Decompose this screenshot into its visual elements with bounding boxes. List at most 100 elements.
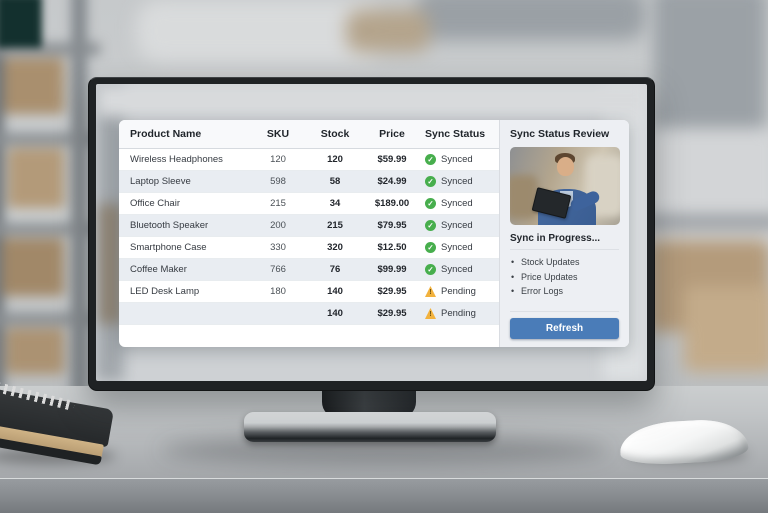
sync-status-icon: ✓ [425, 242, 436, 253]
table-row[interactable]: Smartphone Case 330 320 $12.50 ✓ Synced [119, 237, 499, 259]
shelf-beam [0, 223, 100, 235]
sync-status-icon: ✓ [425, 176, 436, 187]
monitor-screen: Product Name SKU Stock Price Sync Status… [96, 84, 647, 381]
cell-price: $189.00 [374, 198, 410, 209]
sync-status-icon: ✓ [425, 198, 436, 209]
cell-price: $29.95 [377, 286, 407, 297]
monitor: Product Name SKU Stock Price Sync Status… [88, 77, 655, 391]
cell-stock: 140 [327, 286, 343, 297]
screen-wallpaper-blob [99, 204, 121, 324]
warehouse-shelf-left [0, 0, 100, 400]
status-label: Synced [441, 154, 473, 165]
list-item-price-updates: Price Updates [510, 270, 619, 285]
status-label: Synced [441, 176, 473, 187]
cell-product-name: Smartphone Case [130, 242, 207, 253]
refresh-button[interactable]: Refresh [510, 318, 619, 339]
cell-sku: 120 [270, 154, 286, 165]
cell-product-name: Laptop Sleeve [130, 176, 191, 187]
cardboard-box [6, 328, 64, 374]
cardboard-box [684, 286, 768, 372]
table-row[interactable]: Bluetooth Speaker 200 215 $79.95 ✓ Synced [119, 215, 499, 237]
list-item-error-logs: Error Logs [510, 284, 619, 299]
desk-front-edge [0, 478, 768, 513]
cell-price: $12.50 [377, 242, 407, 253]
table-row[interactable]: Coffee Maker 766 76 $99.99 ✓ Synced [119, 259, 499, 281]
cell-sync-status: ✓ Synced [423, 220, 499, 231]
cell-sync-status: ! Pending [423, 286, 499, 297]
shelf-beam [0, 313, 100, 325]
table-row[interactable]: LED Desk Lamp 180 140 $29.95 ! Pending [119, 281, 499, 303]
person-face [557, 157, 574, 176]
cell-price: $59.99 [377, 154, 407, 165]
column-header-sync-status: Sync Status [425, 128, 486, 140]
column-header-sku: SKU [266, 128, 290, 140]
product-table: Product Name SKU Stock Price Sync Status… [119, 120, 499, 347]
cell-product-name: LED Desk Lamp [130, 286, 200, 297]
cell-sync-status: ! Pending [423, 308, 499, 319]
screen-wallpaper-blob [96, 84, 647, 116]
cell-sync-status: ✓ Synced [423, 176, 499, 187]
shelf-beam [0, 133, 100, 145]
cardboard-box [2, 238, 64, 296]
cell-product-name: Wireless Headphones [130, 154, 223, 165]
status-label: Pending [441, 308, 476, 319]
list-item-stock-updates: Stock Updates [510, 255, 619, 270]
cell-sku: 200 [270, 220, 286, 231]
table-row[interactable]: Office Chair 215 34 $189.00 ✓ Synced [119, 193, 499, 215]
cell-product-name: Coffee Maker [130, 264, 187, 275]
blur-blob [642, 128, 768, 246]
cell-price: $29.95 [377, 308, 407, 319]
table-row[interactable]: Wireless Headphones 120 120 $59.99 ✓ Sync… [119, 149, 499, 171]
sync-items-list: Stock Updates Price Updates Error Logs [510, 255, 619, 299]
table-row[interactable]: Laptop Sleeve 598 58 $24.99 ✓ Synced [119, 171, 499, 193]
cell-sync-status: ✓ Synced [423, 154, 499, 165]
cell-sku: 766 [270, 264, 286, 275]
cardboard-box [8, 148, 64, 208]
shelf-beam [642, 216, 768, 228]
cell-sku: 330 [270, 242, 286, 253]
worker-with-tablet-photo [510, 147, 620, 225]
cardboard-box [4, 58, 64, 114]
status-label: Synced [441, 220, 473, 231]
cell-price: $79.95 [377, 220, 407, 231]
column-header-product-name: Product Name [130, 128, 202, 140]
sync-status-icon: ✓ [425, 264, 436, 275]
sync-status-icon: ✓ [425, 220, 436, 231]
sync-status-icon: ! [425, 308, 436, 319]
cell-sync-status: ✓ Synced [423, 198, 499, 209]
sync-progress-heading: Sync in Progress... [510, 233, 619, 250]
sync-status-panel: Sync Status Review Sync in Progress... S… [499, 120, 629, 347]
column-header-stock: Stock [320, 128, 350, 140]
cell-stock: 120 [327, 154, 343, 165]
shelf-post [72, 0, 86, 400]
status-label: Pending [441, 286, 476, 297]
panel-footer: Refresh [510, 311, 619, 339]
shelf-post [0, 0, 4, 400]
photo-bg-blob [510, 175, 538, 219]
cell-stock: 58 [329, 176, 341, 187]
monitor-stand-base [244, 412, 496, 442]
sync-dashboard-window: Product Name SKU Stock Price Sync Status… [119, 120, 629, 347]
column-header-price: Price [379, 128, 405, 140]
status-label: Synced [441, 264, 473, 275]
status-label: Synced [441, 242, 473, 253]
table-row[interactable]: 140 $29.95 ! Pending [119, 303, 499, 325]
cell-stock: 140 [327, 308, 343, 319]
warehouse-wall-blur [96, 0, 662, 92]
cell-stock: 320 [327, 242, 343, 253]
blur-blob [654, 0, 766, 138]
cell-sku: 215 [270, 198, 286, 209]
sync-status-icon: ! [425, 286, 436, 297]
table-header-row: Product Name SKU Stock Price Sync Status [119, 120, 499, 149]
panel-title: Sync Status Review [510, 128, 610, 140]
blur-blob [346, 10, 430, 52]
cell-product-name: Office Chair [130, 198, 180, 209]
dark-shelf-corner [0, 0, 42, 48]
cell-sku: 180 [270, 286, 286, 297]
blur-blob [136, 0, 386, 62]
sync-status-icon: ✓ [425, 154, 436, 165]
cell-price: $24.99 [377, 176, 407, 187]
warehouse-right-blur [642, 0, 768, 400]
cell-product-name: Bluetooth Speaker [130, 220, 209, 231]
cell-stock: 215 [327, 220, 343, 231]
